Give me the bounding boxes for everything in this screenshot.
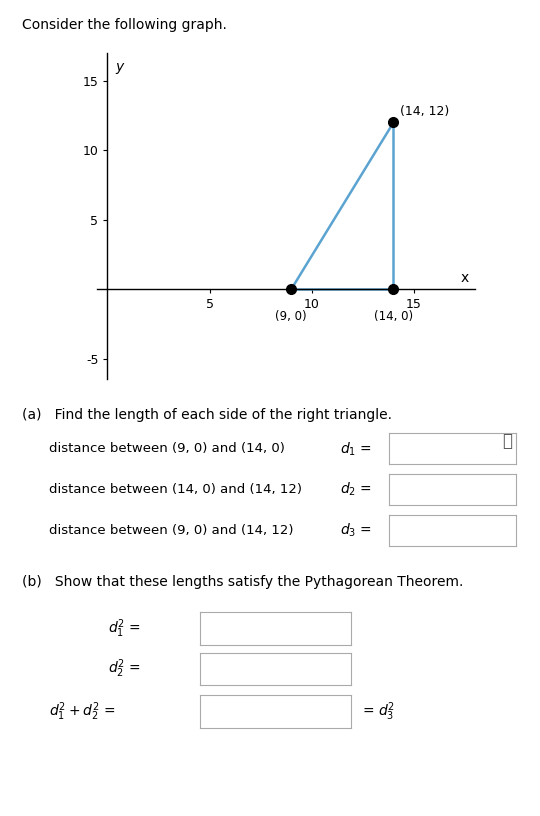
Text: (a)   Find the length of each side of the right triangle.: (a) Find the length of each side of the … [22,408,392,422]
Text: ⓘ: ⓘ [503,432,512,450]
Text: distance between (9, 0) and (14, 0): distance between (9, 0) and (14, 0) [49,442,285,455]
Text: = $d_3^2$: = $d_3^2$ [362,700,395,723]
Text: distance between (14, 0) and (14, 12): distance between (14, 0) and (14, 12) [49,483,302,496]
Text: Consider the following graph.: Consider the following graph. [22,18,226,32]
Text: (b)   Show that these lengths satisfy the Pythagorean Theorem.: (b) Show that these lengths satisfy the … [22,575,463,589]
Text: $d_1^2 + d_2^2$ =: $d_1^2 + d_2^2$ = [49,700,115,723]
Text: $d_2^2$ =: $d_2^2$ = [108,658,141,681]
Text: y: y [116,60,124,74]
Text: (9, 0): (9, 0) [275,310,307,323]
Text: (14, 12): (14, 12) [400,105,449,118]
Text: $d_1^2$ =: $d_1^2$ = [108,617,141,640]
Text: (14, 0): (14, 0) [374,310,413,323]
Text: $d_1$ =: $d_1$ = [340,440,372,458]
Text: x: x [461,271,469,285]
Text: $d_3$ =: $d_3$ = [340,521,372,539]
Text: distance between (9, 0) and (14, 12): distance between (9, 0) and (14, 12) [49,524,293,537]
Text: $d_2$ =: $d_2$ = [340,481,372,499]
